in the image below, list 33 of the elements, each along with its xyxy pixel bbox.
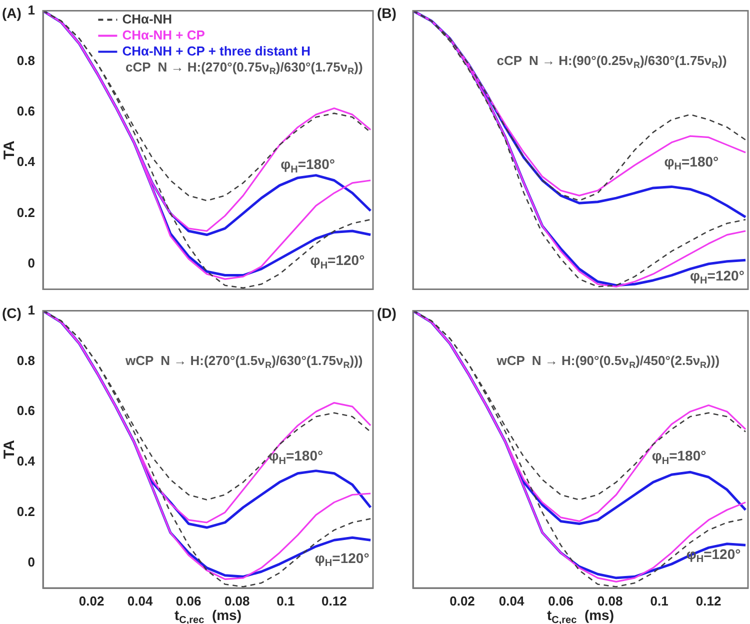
y-axis-title: TA: [1, 440, 18, 459]
y-tick-label: 0.8: [16, 52, 35, 68]
x-tick-label: 0.04: [498, 593, 525, 608]
y-tick-label: 0.2: [16, 504, 35, 519]
y-tick-label: 0.2: [16, 204, 35, 220]
legend-label: CHα-NH + CP + three distant H: [122, 43, 311, 58]
y-tick-label: 1: [28, 302, 35, 318]
x-tick-label: 0.04: [127, 593, 154, 608]
x-tick-label: 0.12: [322, 593, 347, 608]
y-tick-label: 0.4: [16, 154, 36, 170]
chart-title: (D): [377, 304, 396, 321]
legend-label: CHα-NH + CP: [122, 27, 206, 42]
y-tick-label: 0.6: [16, 403, 35, 418]
x-tick-label: 0.02: [78, 593, 104, 608]
x-tick-label: 0.1: [650, 593, 668, 608]
y-tick-label: 0.8: [16, 352, 35, 368]
x-tick-label: 0.1: [276, 593, 295, 608]
y-tick-label: 0: [28, 554, 35, 570]
y-tick-label: 0: [28, 255, 35, 270]
chart-title: (A): [2, 4, 22, 21]
x-tick-label: 0.02: [450, 593, 475, 608]
x-tick-label: 0.12: [696, 593, 722, 608]
y-tick-label: 0.4: [16, 454, 36, 469]
legend-label: CHα-NH: [122, 11, 172, 26]
y-axis-title: TA: [1, 140, 18, 160]
x-tick-label: 0.06: [548, 593, 574, 608]
x-tick-label: 0.06: [176, 593, 202, 608]
chart-title: (B): [377, 4, 396, 21]
y-tick-label: 0.6: [16, 104, 35, 119]
chart-title: (C): [2, 304, 22, 321]
x-tick-label: 0.08: [224, 593, 250, 608]
x-tick-label: 0.08: [597, 593, 623, 608]
y-tick-label: 1: [28, 2, 35, 18]
